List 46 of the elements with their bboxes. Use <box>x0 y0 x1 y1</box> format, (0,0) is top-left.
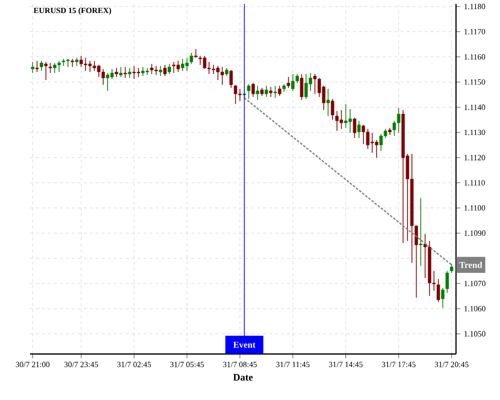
candlestick <box>40 60 44 72</box>
candlestick <box>436 278 440 302</box>
series-label: Trend <box>459 262 482 268</box>
candlestick <box>335 110 339 132</box>
candlestick <box>154 66 158 76</box>
candlestick <box>119 66 122 78</box>
candlestick <box>256 85 260 100</box>
candlestick <box>252 82 255 98</box>
candlestick <box>286 76 290 88</box>
candlestick <box>114 68 118 78</box>
candlestick <box>446 270 449 294</box>
candlestick <box>168 64 172 74</box>
candlestick <box>35 60 39 72</box>
candlestick <box>136 68 140 78</box>
candlestick <box>374 140 378 158</box>
candlestick <box>357 120 361 138</box>
candlestick <box>326 88 330 116</box>
candlestick <box>441 287 444 308</box>
candlestick <box>48 62 52 74</box>
candlestick <box>185 57 189 72</box>
candlestick <box>352 117 356 138</box>
candlestick <box>124 66 127 78</box>
candlestick <box>330 98 334 120</box>
candlestick <box>313 74 317 94</box>
candlestick <box>264 85 268 98</box>
candlestick <box>269 86 272 98</box>
candlestick <box>57 60 61 72</box>
candlestick <box>450 263 454 274</box>
candlestick <box>158 66 162 76</box>
candlestick <box>141 66 145 76</box>
candlestick <box>419 197 422 266</box>
ref-line-label: Event <box>233 342 256 348</box>
candlestick <box>31 62 34 74</box>
candlestick <box>300 74 304 100</box>
candlestick <box>229 70 233 88</box>
candlestick <box>362 124 366 144</box>
candlestick <box>163 64 167 76</box>
candlestick <box>190 52 194 64</box>
candlestick <box>128 68 132 78</box>
candlestick <box>278 85 282 96</box>
candlestick <box>44 62 48 80</box>
candlestick <box>234 84 238 104</box>
candlestick <box>110 68 114 80</box>
candlestick <box>247 84 250 100</box>
x-axis-title: Date <box>233 374 253 381</box>
candlestick <box>274 85 277 98</box>
